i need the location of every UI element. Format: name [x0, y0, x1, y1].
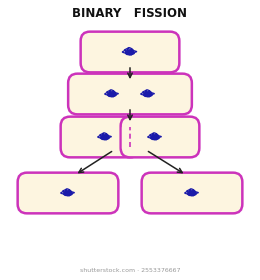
FancyBboxPatch shape	[61, 117, 139, 157]
FancyBboxPatch shape	[142, 173, 242, 213]
FancyBboxPatch shape	[18, 173, 118, 213]
Text: BINARY   FISSION: BINARY FISSION	[73, 6, 187, 20]
FancyBboxPatch shape	[68, 74, 192, 114]
FancyBboxPatch shape	[81, 32, 179, 72]
FancyBboxPatch shape	[121, 117, 199, 157]
Text: shutterstock.com · 2553376667: shutterstock.com · 2553376667	[80, 267, 180, 272]
